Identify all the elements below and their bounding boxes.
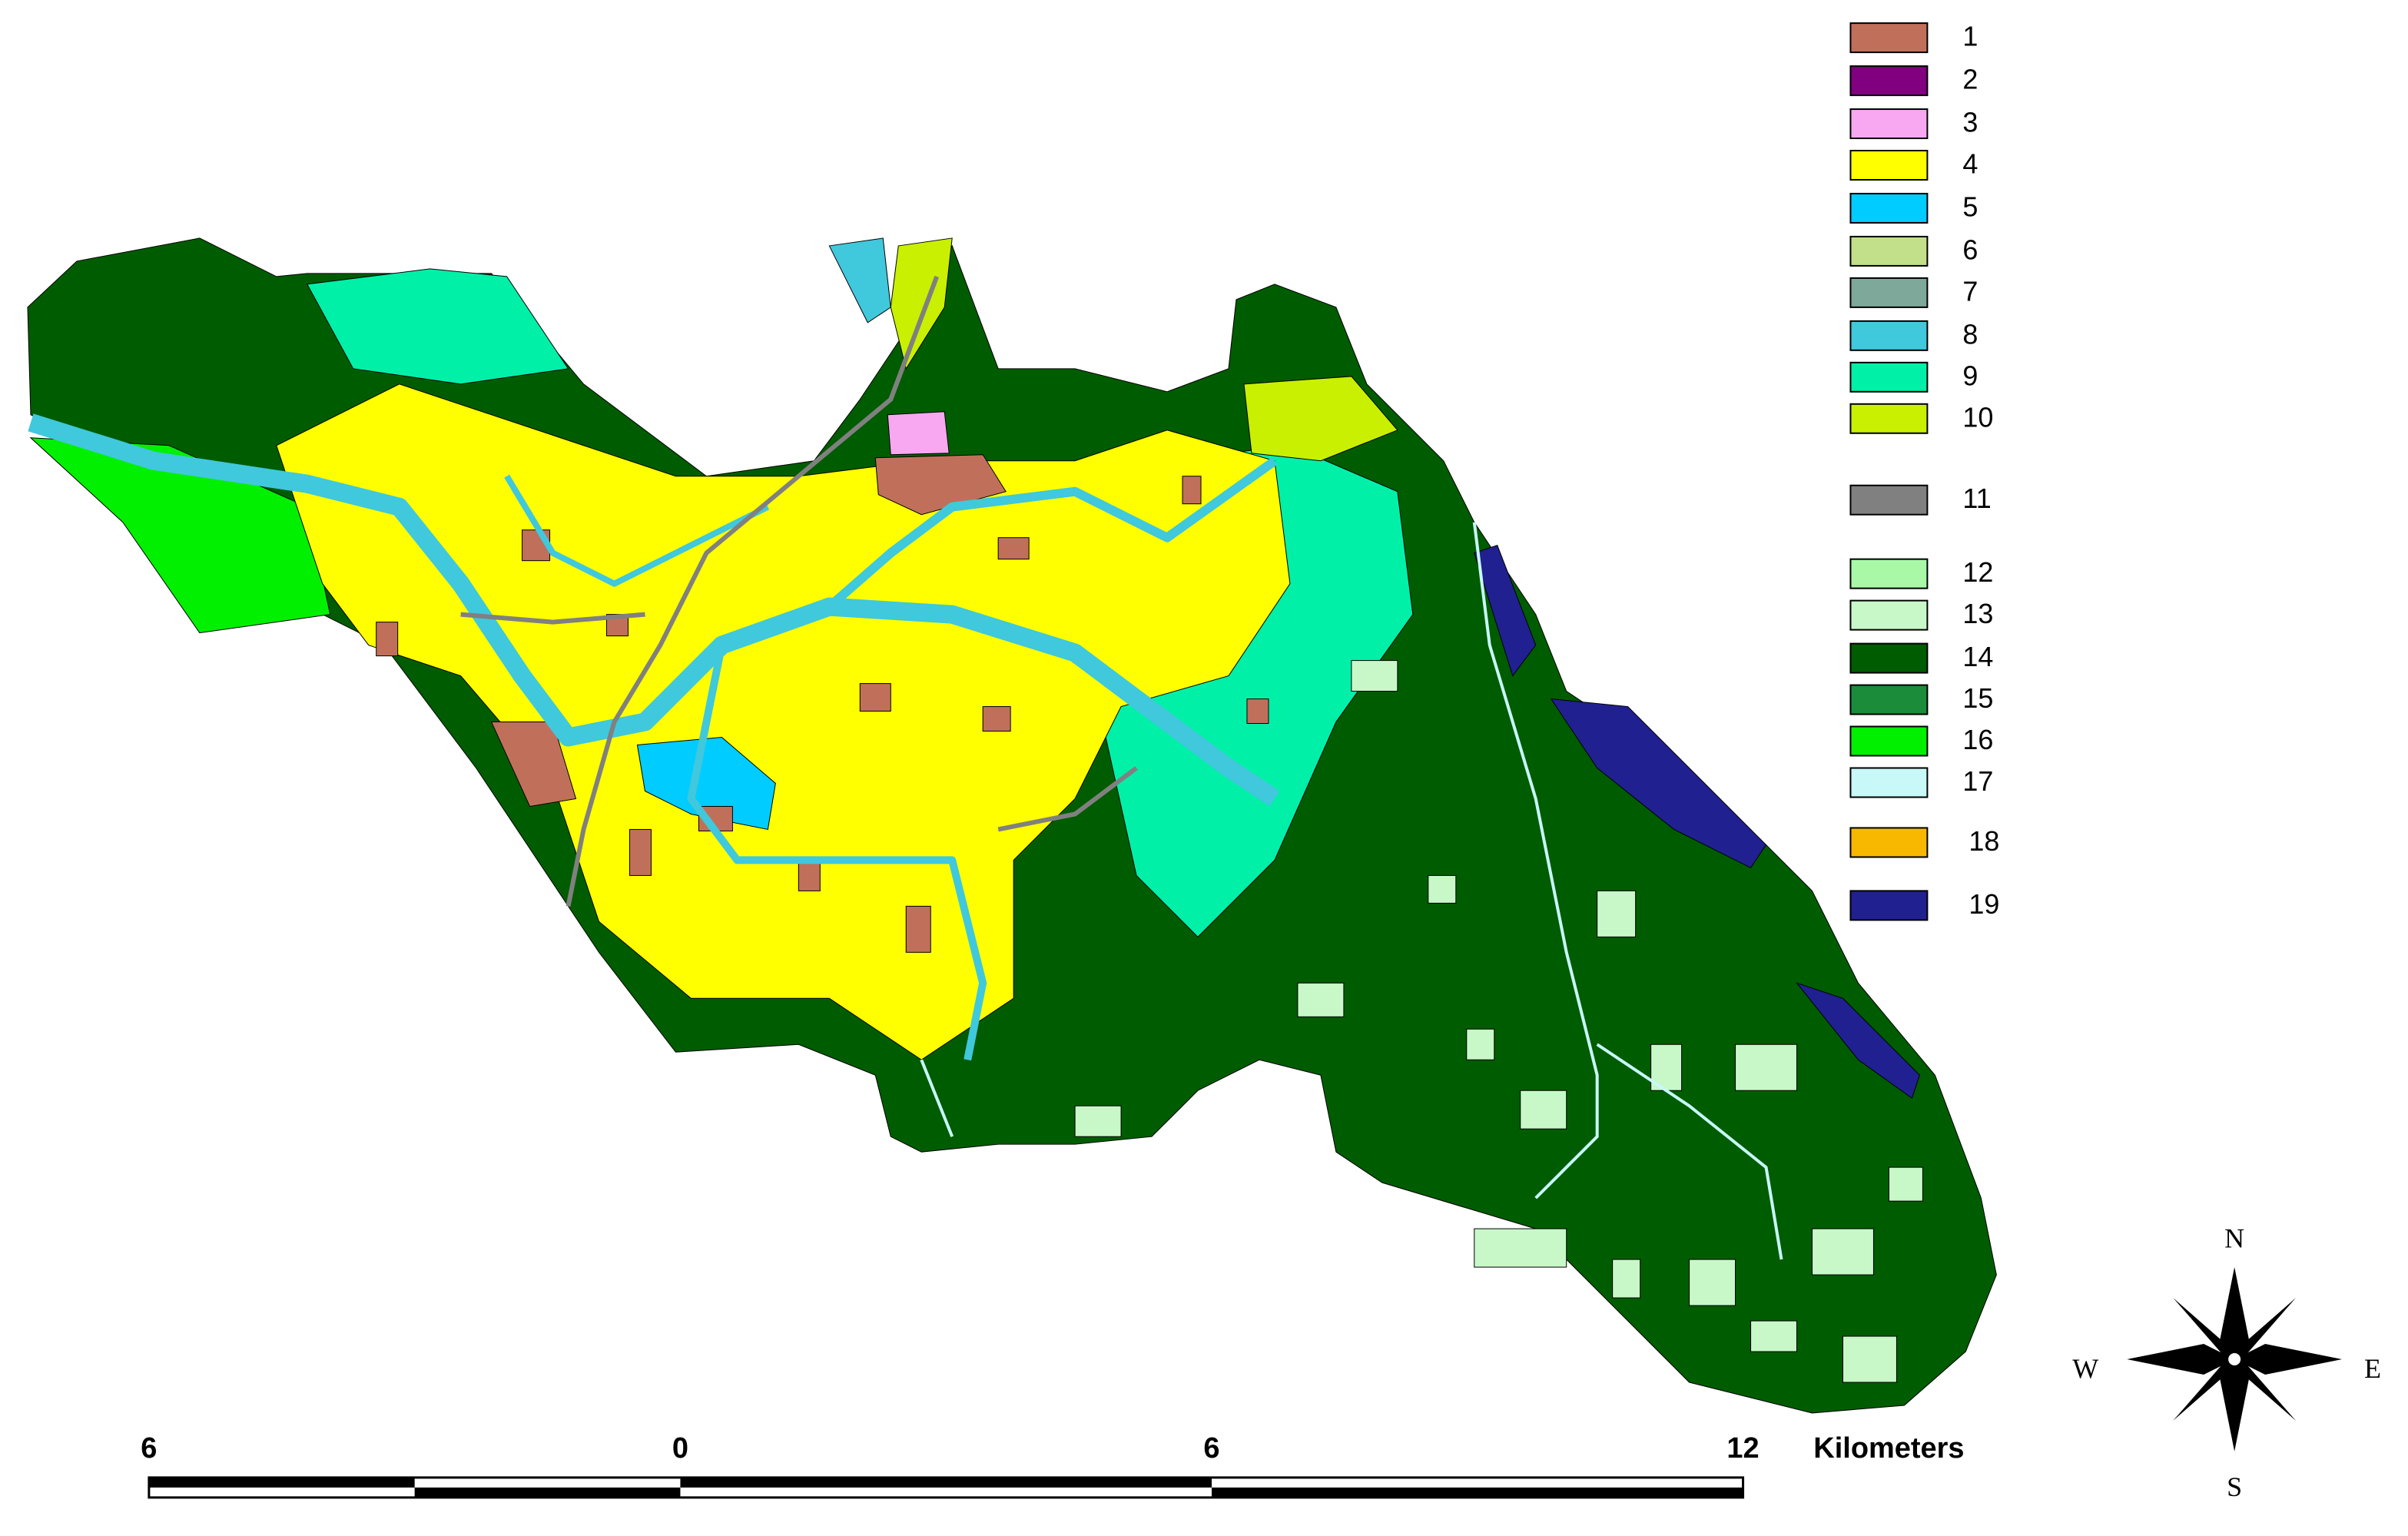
legend-swatch — [1849, 65, 1929, 97]
legend-swatch — [1849, 361, 1929, 393]
legend-label: 3 — [1962, 107, 1978, 138]
legend-swatch — [1849, 235, 1929, 267]
legend-label: 15 — [1962, 682, 1993, 714]
blue-strip-south — [1796, 982, 1920, 1100]
legend-swatch — [1849, 767, 1929, 798]
rivers — [28, 413, 1280, 1061]
scale-segment — [1211, 1487, 1743, 1498]
legend-label: 11 — [1962, 483, 1991, 514]
scale-label: 0 — [672, 1432, 688, 1465]
legend-label: 19 — [1969, 888, 1999, 920]
legend-swatch — [1849, 684, 1929, 715]
legend-label: 14 — [1962, 641, 1993, 672]
legend-label: 4 — [1962, 148, 1978, 180]
legend-swatch — [1849, 558, 1929, 589]
legend-label: 5 — [1962, 191, 1978, 222]
legend-swatch — [1849, 108, 1929, 140]
teal-area-north — [306, 268, 569, 385]
scale-segment — [148, 1477, 415, 1488]
meadow-patches — [1074, 660, 1923, 1383]
compass-rose: N E S W — [2072, 1222, 2381, 1502]
land-use-map — [27, 237, 1997, 1414]
legend-label: 2 — [1962, 64, 1978, 95]
blue-strip — [1550, 698, 1767, 869]
compass-south: S — [2227, 1471, 2242, 1502]
canal-north — [828, 237, 891, 323]
legend-label: 9 — [1962, 360, 1978, 391]
legend-swatch — [1849, 150, 1929, 181]
legend-swatch — [1849, 827, 1929, 858]
compass-east: E — [2364, 1353, 2381, 1384]
legend-swatch — [1849, 403, 1929, 434]
lime-area — [890, 237, 953, 370]
legend-swatch — [1849, 320, 1929, 351]
legend-label: 8 — [1962, 318, 1978, 350]
compass-north: N — [2224, 1222, 2244, 1253]
scale-label: 6 — [141, 1432, 157, 1465]
urban-patches — [376, 476, 1269, 953]
urban-patch — [490, 722, 577, 808]
blue-strip-mid — [1474, 545, 1537, 677]
legend-label: 7 — [1962, 275, 1978, 307]
roads — [460, 275, 1138, 907]
scale-segment — [414, 1487, 681, 1498]
legend-swatch — [1849, 599, 1929, 631]
legend-swatch — [1849, 22, 1929, 54]
compass-west: W — [2072, 1353, 2098, 1384]
pink-patch — [887, 411, 950, 456]
legend-swatch — [1849, 725, 1929, 757]
legend-swatch — [1849, 192, 1929, 224]
legend-label: 10 — [1962, 401, 1993, 433]
legend-swatch — [1849, 277, 1929, 308]
legend-swatch — [1849, 642, 1929, 674]
legend-label: 1 — [1962, 21, 1978, 52]
legend-label: 12 — [1962, 556, 1993, 588]
legend-label: 16 — [1962, 724, 1993, 755]
light-green-area — [29, 437, 331, 634]
legend-label: 6 — [1962, 234, 1978, 265]
legend-swatch — [1849, 890, 1929, 921]
scale-bar: Kilometers 6 0 6 12 — [141, 1432, 1965, 1499]
legend-label: 13 — [1962, 598, 1993, 629]
scale-label: 12 — [1726, 1432, 1759, 1465]
streams — [920, 522, 1783, 1260]
lake — [636, 737, 776, 831]
scale-label: 6 — [1203, 1432, 1219, 1465]
lime-area-2 — [1243, 376, 1398, 462]
legend-label: 17 — [1962, 765, 1993, 797]
legend-label: 18 — [1969, 825, 1999, 857]
scale-segment — [680, 1477, 1212, 1488]
scale-unit: Kilometers — [1813, 1432, 1964, 1465]
legend-swatch — [1849, 484, 1929, 516]
